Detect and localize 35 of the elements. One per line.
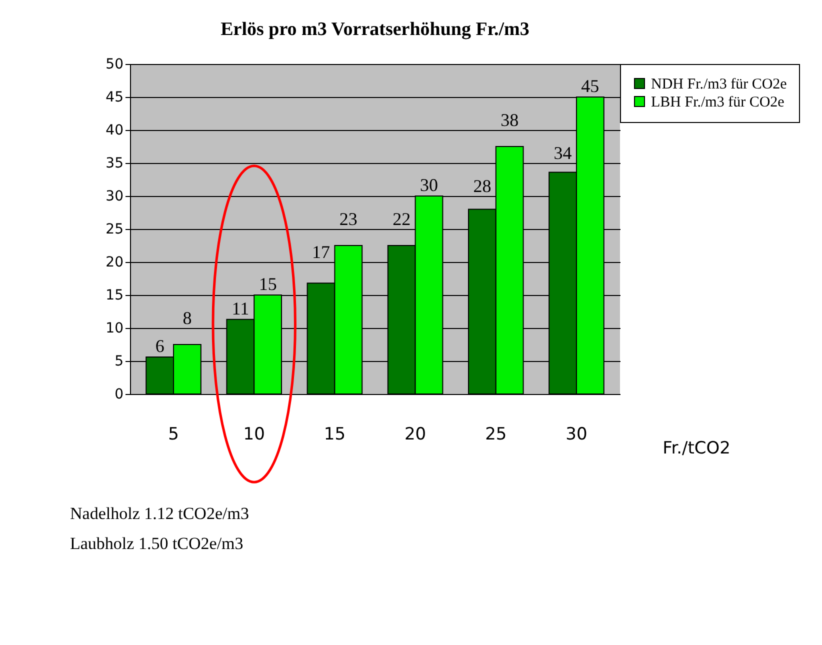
y-tick-label: 20 xyxy=(106,254,124,270)
data-label: 38 xyxy=(500,110,519,130)
y-tick-label: 30 xyxy=(106,188,124,204)
legend-label: LBH Fr./m3 für CO2e xyxy=(651,94,785,110)
data-label: 15 xyxy=(258,274,277,294)
y-tick-label: 15 xyxy=(106,288,124,304)
y-tick-label: 10 xyxy=(106,320,124,336)
chart-title: Erlös pro m3 Vorratserhöhung Fr./m3 xyxy=(220,19,530,40)
y-tick-label: 0 xyxy=(114,386,124,402)
x-tick-label: 20 xyxy=(404,424,426,444)
data-label: 28 xyxy=(473,176,492,196)
data-label: 30 xyxy=(420,175,438,195)
y-tick-label: 50 xyxy=(106,56,124,72)
x-tick-label: 5 xyxy=(168,424,179,444)
data-label: 45 xyxy=(581,76,600,96)
y-tick-label: 35 xyxy=(106,156,124,172)
x-tick-label: 15 xyxy=(324,424,346,444)
data-label: 17 xyxy=(312,242,330,262)
y-tick-label: 5 xyxy=(114,354,124,370)
text: Laubholz 1.50 tCO2e/m3 xyxy=(70,534,244,553)
data-label: 34 xyxy=(554,143,572,163)
x-tick-label: 30 xyxy=(566,424,588,444)
y-tick-label: 45 xyxy=(106,90,124,106)
legend-label: NDH Fr./m3 für CO2e xyxy=(651,76,788,92)
data-label: 11 xyxy=(232,298,250,318)
data-label: 6 xyxy=(155,336,164,356)
data-label: 23 xyxy=(339,209,358,229)
y-tick-label: 25 xyxy=(106,222,124,238)
text: Nadelholz 1.12 tCO2e/m3 xyxy=(70,504,249,523)
x-axis-title: Fr./tCO2 xyxy=(662,438,730,458)
y-tick-label: 40 xyxy=(106,122,124,138)
data-label: 22 xyxy=(392,209,411,229)
x-tick-label: 10 xyxy=(243,424,265,444)
data-label: 8 xyxy=(182,308,192,328)
x-tick-label: 25 xyxy=(485,424,507,444)
